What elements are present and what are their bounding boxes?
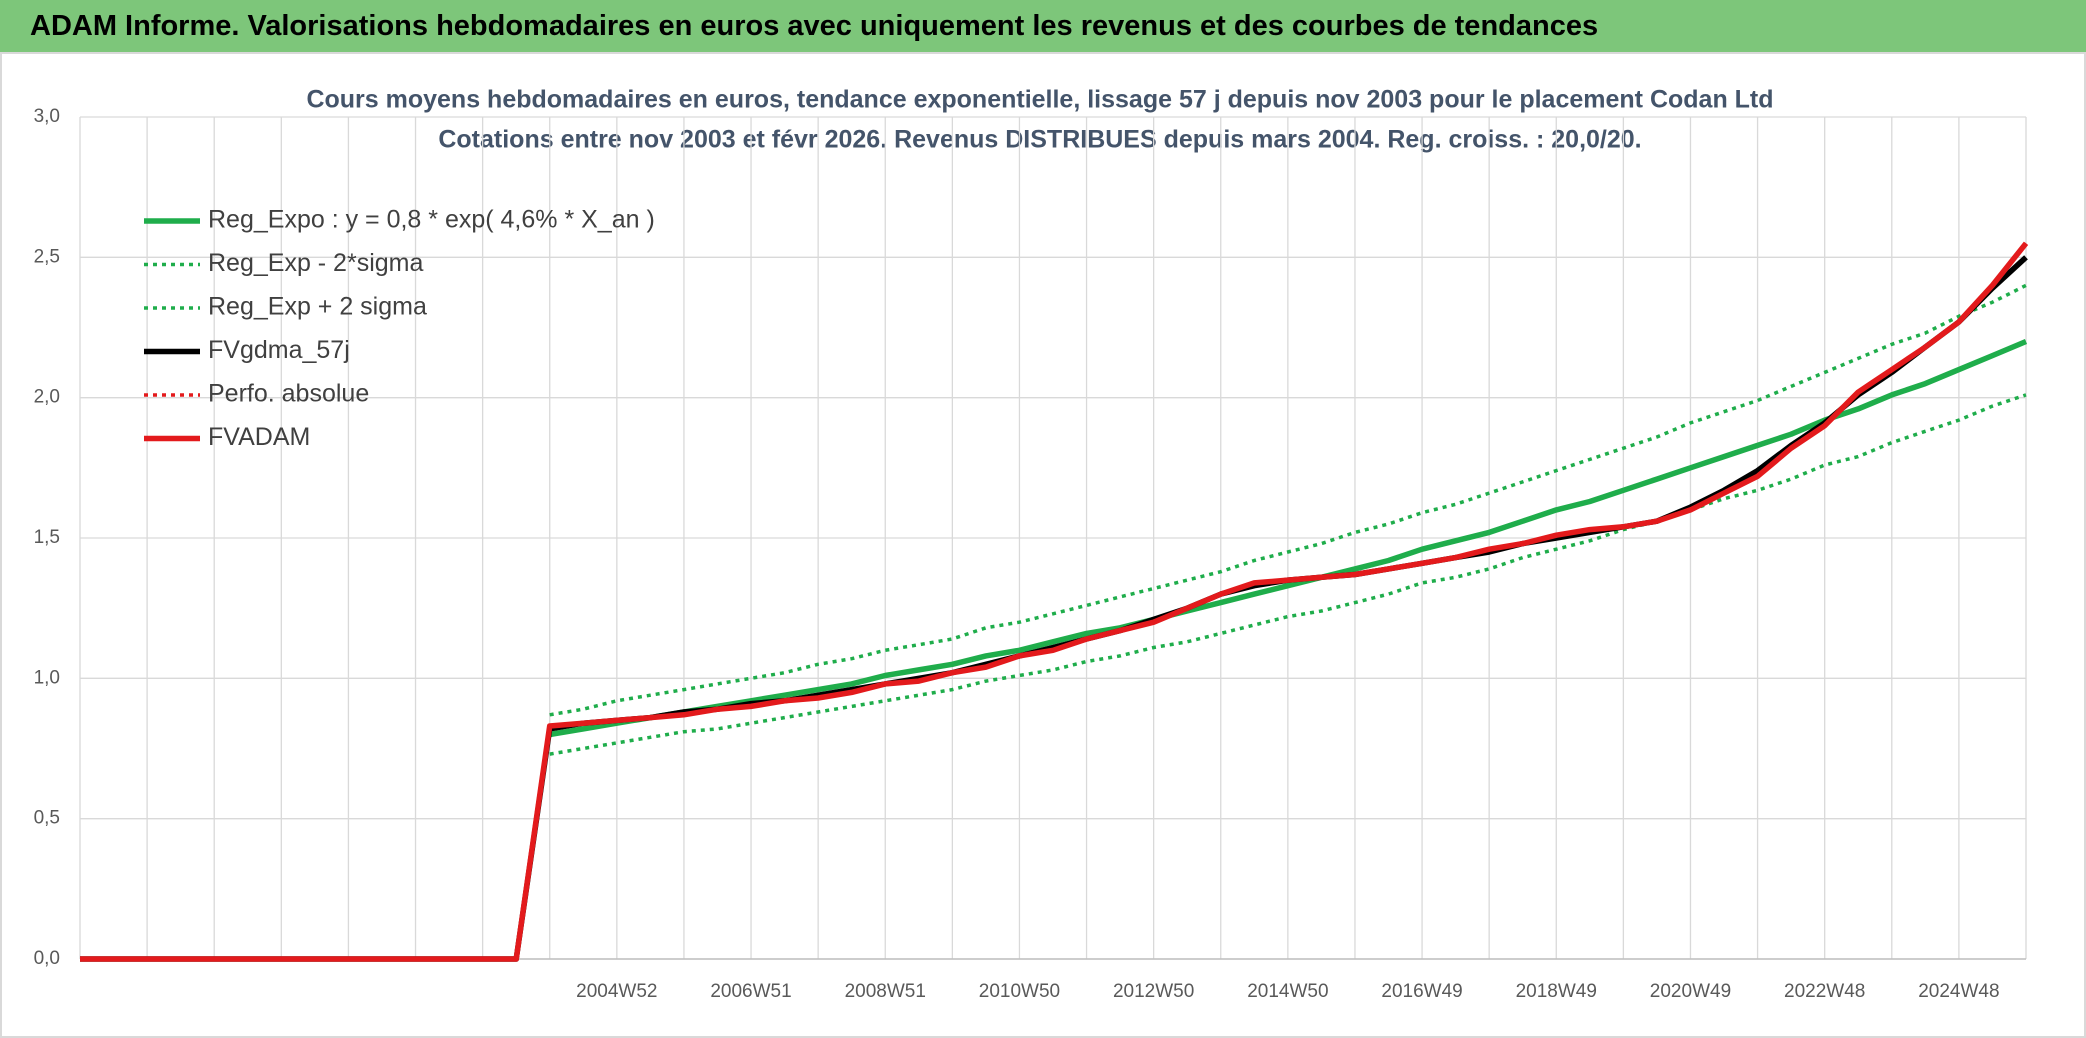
series-line bbox=[549, 393, 2027, 756]
series-line bbox=[549, 283, 2027, 717]
legend: Reg_Expo : y = 0,8 * exp( 4,6% * X_an ) R… bbox=[144, 206, 655, 451]
x-tick-label: 2014W50 bbox=[1247, 981, 1328, 1002]
x-tick-label: 2018W49 bbox=[1516, 981, 1597, 1002]
legend-label: FVADAM bbox=[208, 423, 310, 451]
y-tick-label: 1,0 bbox=[34, 667, 60, 688]
series-line bbox=[549, 338, 2028, 738]
y-tick-label: 3,0 bbox=[34, 106, 60, 127]
series-line bbox=[80, 241, 2029, 962]
chart-title: Cours moyens hebdomadaires en euros, ten… bbox=[306, 86, 1773, 114]
x-tick-label: 2012W50 bbox=[1113, 981, 1194, 1002]
y-tick-label: 2,0 bbox=[34, 387, 60, 408]
x-tick-label: 2022W48 bbox=[1784, 981, 1865, 1002]
x-tick-label: 2016W49 bbox=[1381, 981, 1462, 1002]
y-tick-label: 1,5 bbox=[34, 527, 60, 548]
x-tick-label: 2004W52 bbox=[576, 981, 657, 1002]
x-tick-label: 2020W49 bbox=[1650, 981, 1731, 1002]
chart-frame bbox=[0, 52, 2086, 1038]
x-tick-label: 2010W50 bbox=[979, 981, 1060, 1002]
y-tick-label: 0,0 bbox=[34, 948, 60, 969]
header-title: ADAM Informe. Valorisations hebdomadaire… bbox=[0, 0, 2086, 52]
chart: Cours moyens hebdomadaires en euros, ten… bbox=[0, 52, 2086, 1038]
y-tick-label: 0,5 bbox=[34, 808, 60, 829]
x-tick-label: 2024W48 bbox=[1918, 981, 1999, 1002]
x-tick-label: 2008W51 bbox=[845, 981, 926, 1002]
legend-label: Perfo. absolue bbox=[208, 380, 369, 408]
legend-label: FVgdma_57j bbox=[208, 336, 350, 364]
chart-subtitle: Cotations entre nov 2003 et févr 2026. R… bbox=[438, 126, 1641, 154]
legend-label: Reg_Expo : y = 0,8 * exp( 4,6% * X_an ) bbox=[208, 206, 655, 234]
legend-label: Reg_Exp + 2 sigma bbox=[208, 293, 427, 321]
x-tick-label: 2006W51 bbox=[710, 981, 791, 1002]
y-tick-label: 2,5 bbox=[34, 246, 60, 267]
legend-label: Reg_Exp - 2*sigma bbox=[208, 249, 423, 277]
